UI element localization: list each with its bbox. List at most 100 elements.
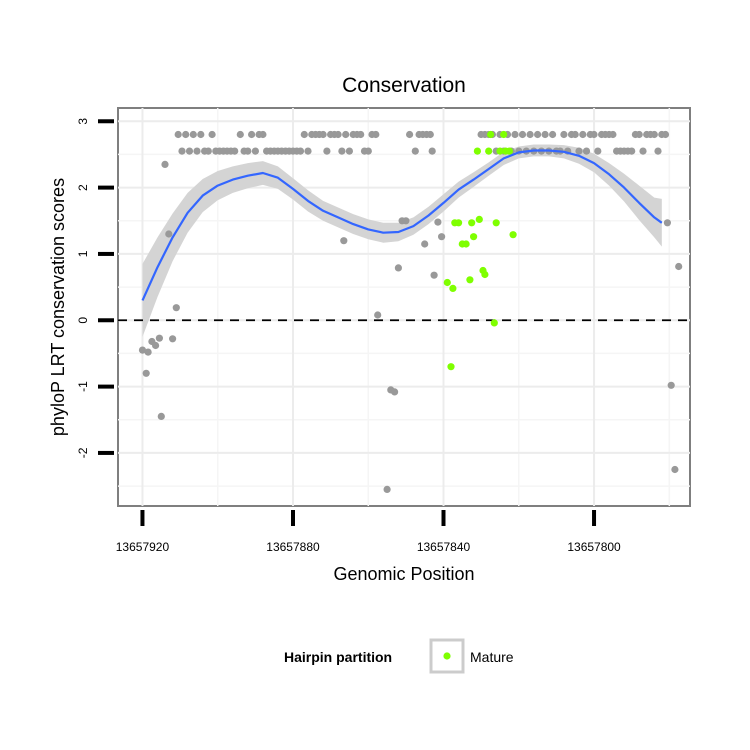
data-point-other <box>663 219 672 227</box>
data-point-other <box>421 240 429 248</box>
data-point-other <box>560 130 568 139</box>
grid-lines <box>118 108 690 506</box>
data-point-mature <box>496 147 504 155</box>
data-point-other <box>323 147 331 155</box>
data-point-mature <box>473 147 481 155</box>
data-point-other <box>142 369 150 377</box>
x-tick-label: 13657920 <box>116 540 170 554</box>
data-point-other <box>391 388 399 396</box>
data-point-other <box>165 230 173 238</box>
data-point-other <box>296 147 305 155</box>
data-point-mature <box>470 233 478 241</box>
data-point-other <box>231 147 239 155</box>
data-point-other <box>383 485 391 493</box>
data-point-other <box>345 147 353 155</box>
data-point-other <box>236 130 244 139</box>
data-point-other <box>182 130 190 139</box>
data-point-mature <box>462 240 470 248</box>
y-tick-label: 1 <box>76 250 90 257</box>
data-point-other <box>541 130 549 139</box>
data-point-other <box>590 130 598 139</box>
data-point-other <box>639 147 647 155</box>
data-point-other <box>667 381 675 389</box>
data-point-other <box>208 130 216 139</box>
data-point-other <box>161 160 169 168</box>
data-point-other <box>259 130 267 139</box>
data-point-mature <box>447 363 455 371</box>
data-point-other <box>635 130 643 139</box>
data-point-other <box>204 147 212 155</box>
y-tick-label: -1 <box>76 381 90 392</box>
data-point-other <box>340 237 348 245</box>
data-point-other <box>675 262 683 271</box>
data-point-other <box>155 334 163 342</box>
legend-key-mature-point <box>443 652 451 660</box>
data-point-other <box>654 147 662 155</box>
data-point-other <box>650 130 658 139</box>
data-point-mature <box>487 130 495 139</box>
data-point-other <box>434 218 442 226</box>
data-point-mature <box>509 231 517 239</box>
data-point-mature <box>475 215 483 223</box>
data-point-other <box>534 130 542 139</box>
data-point-mature <box>466 276 474 284</box>
data-point-mature <box>485 147 493 155</box>
data-point-mature <box>492 219 500 227</box>
data-point-other <box>300 130 308 139</box>
data-point-mature <box>505 147 513 155</box>
data-point-other <box>251 147 259 155</box>
data-point-other <box>411 147 419 155</box>
smooth-layer <box>141 149 663 301</box>
data-point-other <box>357 130 365 139</box>
data-point-other <box>661 130 670 139</box>
confidence-band <box>142 144 662 337</box>
data-point-other <box>342 130 350 139</box>
data-point-other <box>575 147 583 155</box>
data-point-other <box>364 147 372 155</box>
data-point-other <box>511 130 519 139</box>
data-point-other <box>189 130 197 139</box>
data-point-other <box>319 130 327 139</box>
data-point-other <box>571 130 579 139</box>
data-point-other <box>169 335 177 343</box>
confidence-band-layer <box>142 144 662 337</box>
data-point-mature <box>500 130 508 139</box>
data-point-other <box>628 147 636 155</box>
data-point-other <box>185 147 194 155</box>
data-point-other <box>526 130 534 139</box>
data-point-mature <box>490 319 498 327</box>
data-point-other <box>193 147 201 155</box>
data-point-other <box>428 147 436 155</box>
x-axis-title: Genomic Position <box>333 564 474 584</box>
x-tick-label: 13657800 <box>567 540 621 554</box>
y-axis-title: phyloP LRT conservation scores <box>48 178 68 436</box>
data-point-other <box>438 233 446 241</box>
data-point-mature <box>443 278 451 287</box>
data-point-other <box>304 147 312 155</box>
data-point-other <box>152 341 160 350</box>
data-point-other <box>248 130 256 139</box>
data-point-mature <box>468 219 476 227</box>
x-tick-label: 13657880 <box>266 540 320 554</box>
y-tick-label: 3 <box>76 118 90 125</box>
data-point-other <box>426 130 434 139</box>
data-point-mature <box>455 219 463 227</box>
points-layer <box>138 130 683 493</box>
data-point-other <box>374 311 382 319</box>
data-point-other <box>430 271 438 279</box>
data-point-other <box>144 348 152 356</box>
data-point-other <box>671 465 679 474</box>
data-point-other <box>334 130 342 139</box>
data-point-other <box>406 130 414 139</box>
data-point-other <box>609 130 617 139</box>
data-point-other <box>549 130 557 139</box>
data-point-other <box>178 147 186 155</box>
data-point-other <box>138 346 147 354</box>
loess-smooth-line <box>141 149 663 301</box>
data-point-other <box>244 147 252 155</box>
data-point-other <box>372 130 380 139</box>
data-point-other <box>174 130 182 139</box>
legend-label-mature: Mature <box>470 649 514 665</box>
data-point-other <box>518 130 527 139</box>
